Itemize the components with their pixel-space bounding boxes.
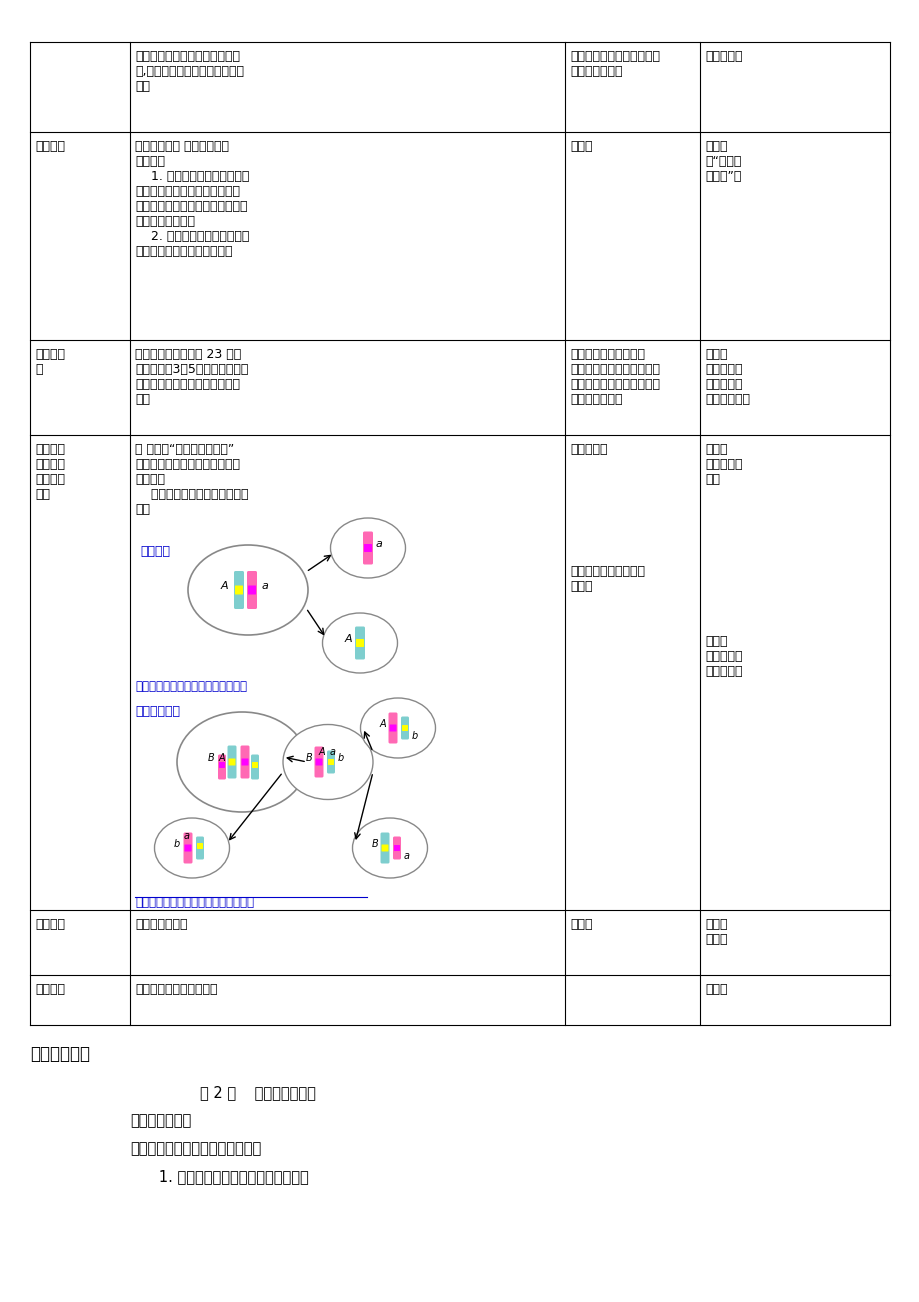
Ellipse shape [187,546,308,635]
FancyBboxPatch shape [381,845,388,852]
Text: B: B [305,753,312,763]
Ellipse shape [360,698,435,758]
Text: b: b [337,753,344,763]
Ellipse shape [330,518,405,578]
Text: 阅读课本，自主学习，
推测：一条染色体上应该有
多少个基因；基因在染色体
上呈线性排列。: 阅读课本，自主学习， 推测：一条染色体上应该有 多少个基因；基因在染色体 上呈线… [570,348,659,406]
FancyBboxPatch shape [240,746,249,779]
Text: 师 尝试用“基因在染色体上”
解释孟德尔的分离定律和自由组
合定律。
    结合学生所讲，展示细胞分裂
图：: 师 尝试用“基因在染色体上” 解释孟德尔的分离定律和自由组 合定律。 结合学生所… [135,443,248,516]
Ellipse shape [352,818,427,878]
Text: 阅读课本描述，画出关
键词。: 阅读课本描述，画出关 键词。 [570,565,644,592]
FancyBboxPatch shape [246,572,256,609]
FancyBboxPatch shape [197,842,203,849]
Text: 总结。: 总结。 [570,918,592,931]
Ellipse shape [323,613,397,673]
FancyBboxPatch shape [252,762,257,768]
FancyBboxPatch shape [363,531,372,565]
FancyBboxPatch shape [388,712,397,743]
Text: 再次体
验“假说一
演绎法”。: 再次体 验“假说一 演绎法”。 [704,141,741,184]
Text: 进一步思
考: 进一步思 考 [35,348,65,376]
Text: A: A [379,719,386,729]
Text: 布置作业: 布置作业 [35,983,65,996]
FancyBboxPatch shape [233,572,244,609]
Text: 自由组合定律: 自由组合定律 [135,704,180,717]
Text: 1. 摩尔根果蝇杂交实验：材料：果蝇: 1. 摩尔根果蝇杂交实验：材料：果蝇 [145,1169,309,1184]
FancyBboxPatch shape [228,759,235,766]
Ellipse shape [154,818,229,878]
FancyBboxPatch shape [326,750,335,773]
Text: 自主学
习，明确基
因与染色体
的对应关系。: 自主学 习，明确基 因与染色体 的对应关系。 [704,348,749,406]
FancyBboxPatch shape [355,626,365,660]
Text: A: A [221,581,228,591]
FancyBboxPatch shape [241,759,248,766]
Text: B: B [371,838,378,849]
FancyBboxPatch shape [183,832,192,863]
FancyBboxPatch shape [380,832,389,863]
Ellipse shape [176,712,307,812]
Text: 第 2 节    基因在染色体上: 第 2 节 基因在染色体上 [199,1085,315,1100]
Text: 理解孟
德尔遗传规
律的实质。: 理解孟 德尔遗传规 律的实质。 [704,635,742,678]
FancyBboxPatch shape [389,724,396,732]
Text: 分离定律: 分离定律 [140,546,170,559]
Text: 三、孟德
尔遗传规
律的现代
解释: 三、孟德 尔遗传规 律的现代 解释 [35,443,65,501]
Text: A: A [318,747,324,756]
FancyBboxPatch shape [185,845,191,852]
FancyBboxPatch shape [248,586,255,595]
Text: 非同源染色体上的非等位基因自由组合: 非同源染色体上的非等位基因自由组合 [135,896,254,909]
Text: 经能解释摩尔根的果蝇杂交实验
了,如何设计实验来验证你的解释
呢？: 经能解释摩尔根的果蝇杂交实验 了,如何设计实验来验证你的解释 呢？ [135,49,244,92]
FancyBboxPatch shape [364,544,371,552]
Text: b: b [174,838,180,849]
Text: a: a [262,581,268,591]
FancyBboxPatch shape [401,716,409,740]
Text: a: a [330,747,335,756]
Text: 等位基因随同源染色体的分开而分离: 等位基因随同源染色体的分开而分离 [135,680,246,693]
Text: b: b [412,730,418,741]
Text: 一、萨顿的假说: 一、萨顿的假说 [130,1113,191,1128]
FancyBboxPatch shape [328,759,334,766]
Text: 师生一起归纳。: 师生一起归纳。 [135,918,187,931]
FancyBboxPatch shape [356,639,364,647]
Text: a: a [403,852,410,861]
Text: 遗传图解：雄性红眼果蝇与
雌性白眼果蝇。: 遗传图解：雄性红眼果蝇与 雌性白眼果蝇。 [570,49,659,78]
FancyBboxPatch shape [315,759,323,766]
Text: B: B [207,753,214,763]
Text: A: A [344,634,352,644]
FancyBboxPatch shape [251,754,259,780]
Text: 验证实验。: 验证实验。 [704,49,742,62]
Text: 师生一起总结 这个实验的意
义在于：
    1. 摩尔根通过实验观察，把
一个特定的基因和一条特定的染
色体联系起来，最终确定了基因在
染色体上的结论。
  : 师生一起总结 这个实验的意 义在于： 1. 摩尔根通过实验观察，把 一个特定的基… [135,141,249,258]
FancyBboxPatch shape [227,746,236,779]
Text: 二、基因位于染色体上的实验证据: 二、基因位于染色体上的实验证据 [130,1141,261,1156]
Text: 得出结论: 得出结论 [35,141,65,154]
FancyBboxPatch shape [196,836,204,859]
FancyBboxPatch shape [393,845,400,852]
FancyBboxPatch shape [392,836,401,859]
Text: 将所学
知识灵活运
用。: 将所学 知识灵活运 用。 [704,443,742,486]
Text: 师：人的体细胞只有 23 对染
色体，却有3、5万个基因，基因
与染色体可能有怎样的对应关系
呢？: 师：人的体细胞只有 23 对染 色体，却有3、5万个基因，基因 与染色体可能有怎… [135,348,248,406]
Ellipse shape [283,724,372,799]
Text: 试着解释。: 试着解释。 [570,443,607,456]
FancyBboxPatch shape [234,586,243,595]
FancyBboxPatch shape [218,754,226,780]
Text: 巩固。: 巩固。 [704,983,727,996]
FancyBboxPatch shape [402,725,407,730]
Text: a: a [184,831,190,841]
FancyBboxPatch shape [219,762,225,768]
Text: a: a [376,539,382,549]
Text: 课后作业、《导与练》。: 课后作业、《导与练》。 [135,983,217,996]
Text: 七、板书设计: 七、板书设计 [30,1046,90,1062]
Text: 课堂小结: 课堂小结 [35,918,65,931]
Text: A: A [218,753,225,763]
Text: 总结。: 总结。 [570,141,592,154]
FancyBboxPatch shape [314,746,323,777]
Text: 巩固、
升华。: 巩固、 升华。 [704,918,727,947]
